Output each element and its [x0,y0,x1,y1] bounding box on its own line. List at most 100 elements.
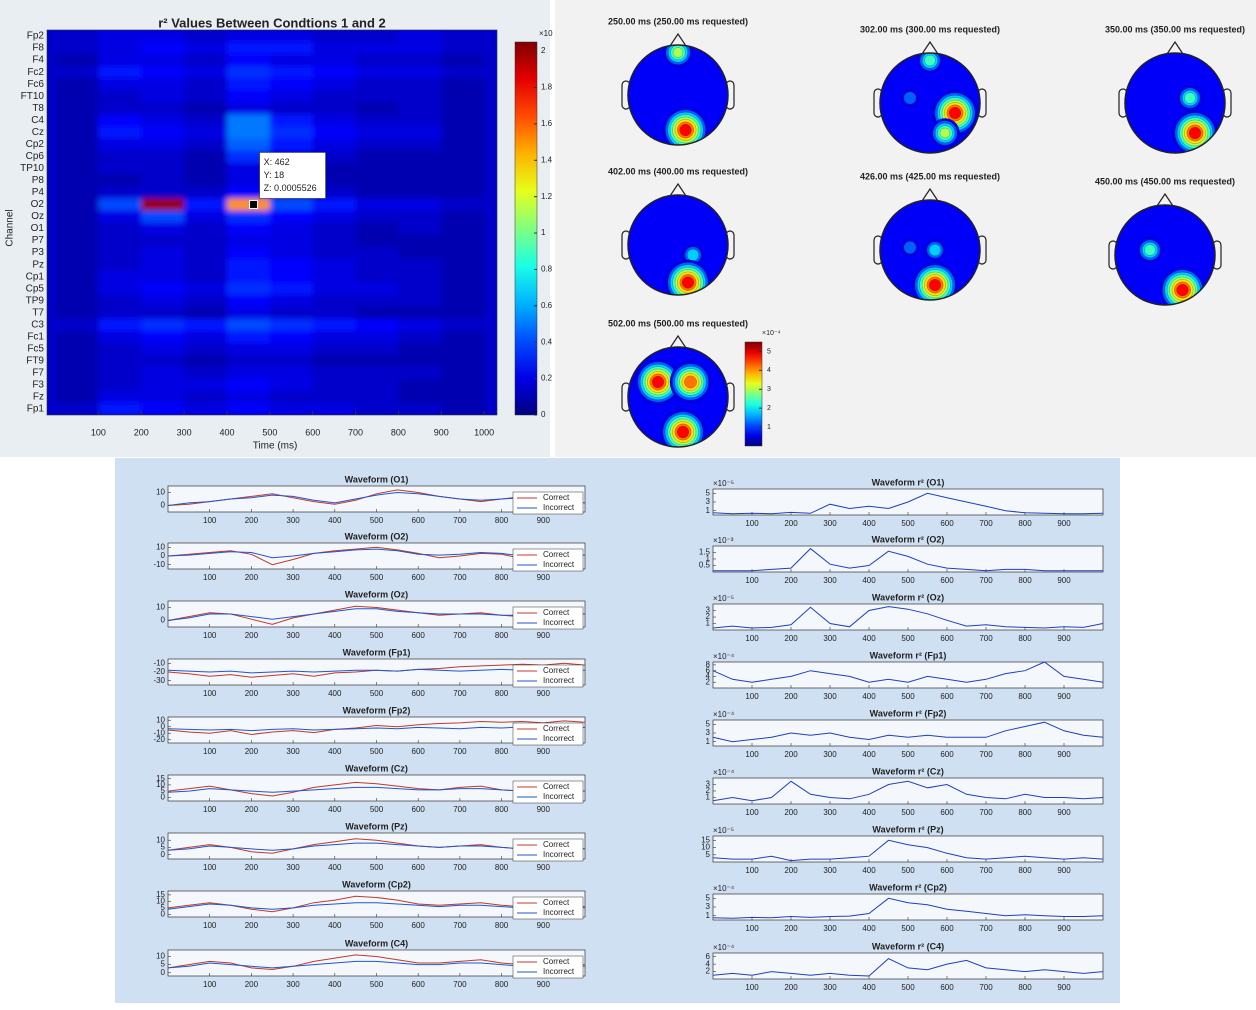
heat-cell [355,30,399,43]
heat-cell [312,222,357,236]
x-tick-label: 500 [370,573,384,582]
y-exponent: ×10⁻⁴ [713,884,735,893]
heat-cell [312,210,357,223]
heat-cell [98,282,142,296]
x-tick-label: 600 [940,808,954,817]
x-tick-label: 300 [286,980,300,989]
y-tick-label: 3 [706,497,711,506]
scalp-map [880,200,980,300]
x-tick-label: 200 [784,634,798,643]
colorbar-tick-label: 1.4 [541,155,553,164]
heat-cell [184,186,228,199]
x-tick-label: 800 [495,631,509,640]
x-tick-label: 700 [453,863,467,872]
heat-cell [141,306,185,320]
x-tick-label: 600 [940,519,954,528]
y-tick-label: O2 [31,199,45,210]
heat-cell [184,150,228,163]
heat-cell [98,90,142,103]
heat-cell [141,162,185,175]
heat-cell [312,234,357,248]
x-tick-label: 100 [203,573,217,582]
x-tick-label: 700 [453,921,467,930]
heat-cell [441,246,485,260]
heat-cell [227,366,271,380]
colorbar-tick-label: 1.2 [541,192,553,201]
heat-cell [269,42,314,55]
heat-cell [355,306,399,320]
plot-title: Waveform (C4) [345,938,408,948]
heat-cell [184,294,228,308]
x-tick-label: 100 [745,866,759,875]
y-tick-label: Cp5 [26,283,45,294]
x-tick-label: 500 [901,750,915,759]
x-tick-label: 800 [1018,808,1032,817]
series-line [712,839,1104,862]
y-tick-label: 0 [161,850,166,859]
heat-cell [55,306,99,320]
heat-cell [312,282,357,296]
heat-cell [227,378,271,392]
x-tick-label: 300 [823,519,837,528]
heat-cell [55,330,99,344]
heat-cell [98,366,142,380]
colorbar-tick-label: 1.6 [541,119,553,128]
heat-cell [355,318,399,332]
heat-cell [355,54,399,67]
x-tick-label: 800 [1018,692,1032,701]
heat-cell [355,114,399,127]
plot-title: Waveform r² (Fp2) [870,708,947,718]
x-tick-label: 700 [979,983,993,992]
x-tick-label: 500 [370,921,384,930]
heat-cell [141,234,185,248]
heat-cell [441,234,485,248]
x-tick-label: 600 [412,747,426,756]
legend-label: Incorrect [543,503,575,512]
heat-cell [55,210,99,223]
x-tick-label: 300 [823,983,837,992]
y-tick-label: 0 [161,616,166,625]
heat-cell [98,114,142,127]
y-exponent: ×10⁻⁴ [713,652,735,661]
y-tick-label: Fp1 [27,404,45,415]
y-tick-label: C3 [31,319,44,330]
heat-cell [312,306,357,320]
heat-cell [55,78,99,91]
head-nose [669,32,687,47]
heat-cell [55,234,99,248]
colorbar [744,341,763,447]
x-tick-label: 400 [219,427,234,437]
heat-cell [312,294,357,308]
heat-cell [355,246,399,260]
x-tick-label: 500 [901,692,915,701]
heat-cell [269,354,314,368]
heat-cell [55,390,99,404]
heat-cell [312,342,357,356]
x-tick-label: 100 [203,805,217,814]
x-tick-label: 800 [495,573,509,582]
contour-level [651,375,665,389]
x-tick-label: 900 [537,631,551,640]
datatip-label: Z: 0.0005526 [264,183,317,193]
heat-cell [141,270,185,284]
heat-cell [269,294,314,308]
heat-cell [98,390,142,404]
heat-cell [312,30,357,43]
x-tick-label: 100 [203,921,217,930]
heat-cell [312,102,357,115]
heat-cell [312,270,357,284]
heat-cell [441,366,485,380]
heat-cell [398,270,442,284]
y-tick-label: -20 [153,735,165,744]
x-tick-label: 800 [1018,866,1032,875]
x-tick-label: 500 [370,805,384,814]
x-tick-label: 900 [434,427,449,437]
colorbar-tick-label: 0.4 [541,337,553,346]
y-tick-label: 1.5 [699,548,711,557]
series-line [712,492,1104,515]
heat-cell [355,402,399,415]
heat-cell [141,402,185,415]
x-tick-label: 700 [453,631,467,640]
plot-title: Waveform (O2) [345,531,409,541]
y-tick-label: -30 [153,676,165,685]
